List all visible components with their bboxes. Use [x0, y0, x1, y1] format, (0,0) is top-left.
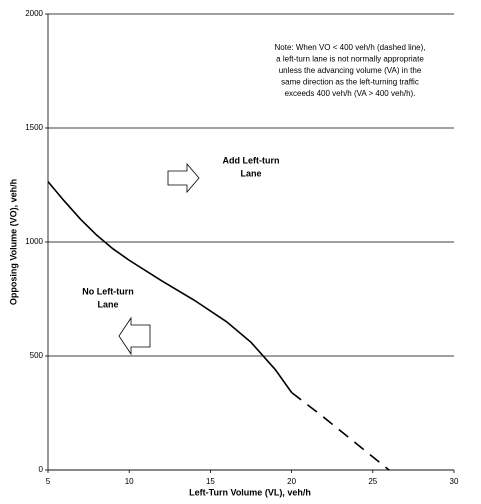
- x-tick-label: 30: [450, 477, 459, 486]
- annotation: same direction as the left-turning traff…: [281, 78, 419, 87]
- arrow-left: [118, 316, 151, 356]
- annotation: Note: When VO < 400 veh/h (dashed line),: [275, 43, 426, 52]
- curve: [47, 181, 293, 393]
- y-axis-title: Opposing Volume (VO), veh/h: [8, 179, 18, 305]
- y-tick-label: 0: [39, 465, 44, 474]
- annotation: unless the advancing volume (VA) in the: [279, 66, 422, 75]
- x-tick-label: 20: [287, 477, 296, 486]
- annotation: a left-turn lane is not normally appropr…: [276, 55, 424, 64]
- annotation: Lane: [240, 168, 261, 178]
- y-tick-label: 2000: [25, 9, 43, 18]
- y-tick-label: 500: [30, 351, 44, 360]
- y-tick-label: 1500: [25, 123, 43, 132]
- arrow-right: [167, 162, 200, 194]
- y-tick-label: 1000: [25, 237, 43, 246]
- annotation: Add Left-turn: [223, 155, 280, 165]
- annotation: exceeds 400 veh/h (VA > 400 veh/h).: [285, 89, 416, 98]
- annotation: No Left-turn: [82, 286, 134, 296]
- x-tick-label: 15: [206, 477, 215, 486]
- curve: [291, 391, 390, 471]
- x-axis-title: Left-Turn Volume (VL), veh/h: [189, 487, 311, 497]
- x-tick-label: 25: [368, 477, 377, 486]
- x-tick-label: 10: [125, 477, 134, 486]
- x-tick-label: 5: [46, 477, 51, 486]
- annotation: Lane: [97, 299, 118, 309]
